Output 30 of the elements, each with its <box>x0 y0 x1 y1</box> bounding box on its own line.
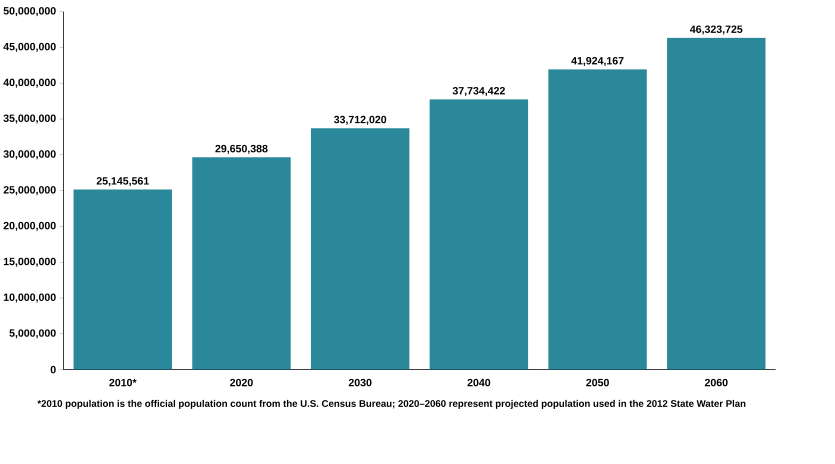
x-tick-label: 2030 <box>348 378 372 386</box>
y-tick-label: 50,000,000 <box>4 6 56 16</box>
x-tick-label: 2060 <box>704 378 728 386</box>
y-tick-label: 20,000,000 <box>4 222 56 231</box>
x-tick-label: 2050 <box>586 378 609 386</box>
data-label: 33,712,020 <box>334 116 386 125</box>
y-tick-label: 45,000,000 <box>3 42 56 52</box>
y-tick-label: 10,000,000 <box>4 293 56 302</box>
bar <box>192 157 291 370</box>
bar <box>74 189 172 370</box>
x-tick-label: 2040 <box>467 378 490 386</box>
bar <box>430 99 528 370</box>
bar <box>667 38 766 370</box>
x-tick-label: 2010* <box>109 378 137 386</box>
data-label: 37,734,422 <box>452 86 505 96</box>
y-tick-label: 35,000,000 <box>3 114 56 124</box>
bar <box>310 128 410 370</box>
y-tick-label: 5,000,000 <box>9 329 56 338</box>
y-tick-label: 25,000,000 <box>4 186 56 196</box>
y-tick-label: 15,000,000 <box>4 258 56 267</box>
data-label: 25,145,561 <box>96 177 149 186</box>
text: *2010 population is the official population count from the U.S. Census Bureau; 2020–2060 represent projected population used in the 2012 State Water Plan <box>37 400 746 409</box>
y-tick-label: 30,000,000 <box>3 150 56 160</box>
data-label: 46,323,725 <box>690 25 742 34</box>
bar <box>548 69 647 370</box>
data-label: 41,924,167 <box>571 56 624 66</box>
x-tick-label: 2020 <box>230 378 253 386</box>
y-tick-label: 40,000,000 <box>3 78 56 88</box>
data-label: 29,650,388 <box>215 144 268 154</box>
y-tick-label: 0 <box>50 366 56 374</box>
